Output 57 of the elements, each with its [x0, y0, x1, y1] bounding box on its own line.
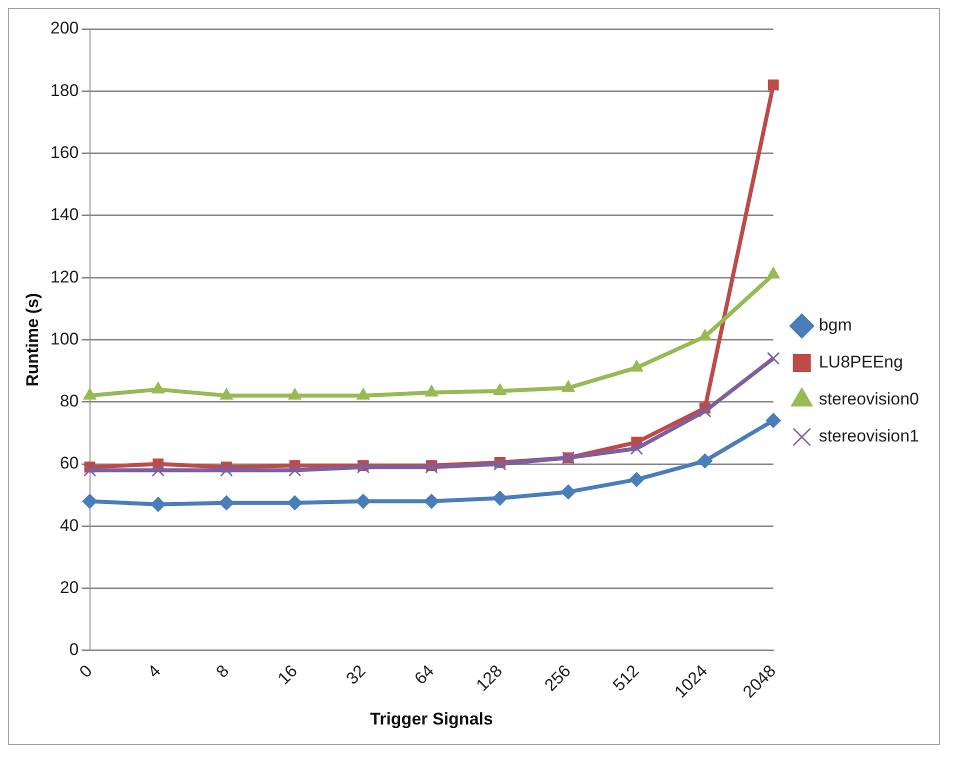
point — [288, 388, 302, 400]
legend-label: stereovision1 — [818, 426, 920, 446]
x-tick-label: 32 — [342, 661, 370, 688]
point — [152, 464, 165, 477]
legend-label: LU8PEEng — [818, 352, 903, 372]
legend-label: bgm — [818, 316, 852, 335]
point — [152, 382, 165, 394]
point — [356, 494, 371, 509]
point — [82, 494, 98, 509]
point — [698, 404, 712, 418]
y-tick-label: 120 — [50, 267, 79, 286]
x-tick-label: 128 — [472, 661, 506, 695]
point — [424, 385, 438, 397]
point — [356, 388, 370, 400]
x-tick-label: 4 — [144, 661, 164, 682]
x-tick-label: 512 — [609, 661, 643, 695]
point — [630, 442, 644, 455]
x-axis-title: Trigger Signals — [370, 709, 493, 728]
point — [287, 495, 302, 510]
point — [493, 383, 506, 395]
point — [766, 413, 781, 428]
x-tick-label: 0 — [76, 661, 96, 682]
point — [150, 496, 166, 512]
x-tick-label: 16 — [274, 661, 301, 688]
point — [83, 388, 96, 400]
point — [494, 458, 506, 470]
y-tick-label: 60 — [60, 454, 79, 473]
legend-label: stereovision0 — [818, 390, 920, 409]
y-axis-title: Runtime (s) — [22, 292, 42, 386]
y-tick-label: 20 — [60, 578, 79, 597]
point — [492, 490, 508, 506]
x-tick-label: 8 — [212, 661, 233, 682]
point — [220, 388, 234, 400]
point — [697, 453, 712, 468]
point — [560, 484, 576, 500]
point — [630, 360, 644, 372]
y-tick-label: 100 — [50, 329, 79, 348]
point — [356, 460, 370, 474]
y-tick-label: 200 — [50, 18, 79, 38]
y-tick-label: 140 — [50, 205, 79, 224]
y-tick-label: 160 — [50, 142, 79, 162]
point — [562, 380, 575, 392]
point — [425, 460, 438, 474]
point — [218, 495, 234, 510]
point — [766, 352, 780, 365]
point — [629, 472, 644, 488]
point — [766, 266, 780, 278]
point — [220, 464, 233, 477]
point — [288, 464, 302, 477]
y-tick-label: 180 — [50, 80, 79, 100]
point — [698, 329, 712, 341]
y-tick-label: 0 — [69, 640, 79, 660]
x-tick-label: 64 — [410, 661, 438, 688]
y-tick-label: 40 — [60, 516, 79, 535]
x-tick-label: 256 — [540, 661, 574, 695]
point — [424, 494, 440, 509]
y-tick-label: 80 — [60, 392, 79, 411]
